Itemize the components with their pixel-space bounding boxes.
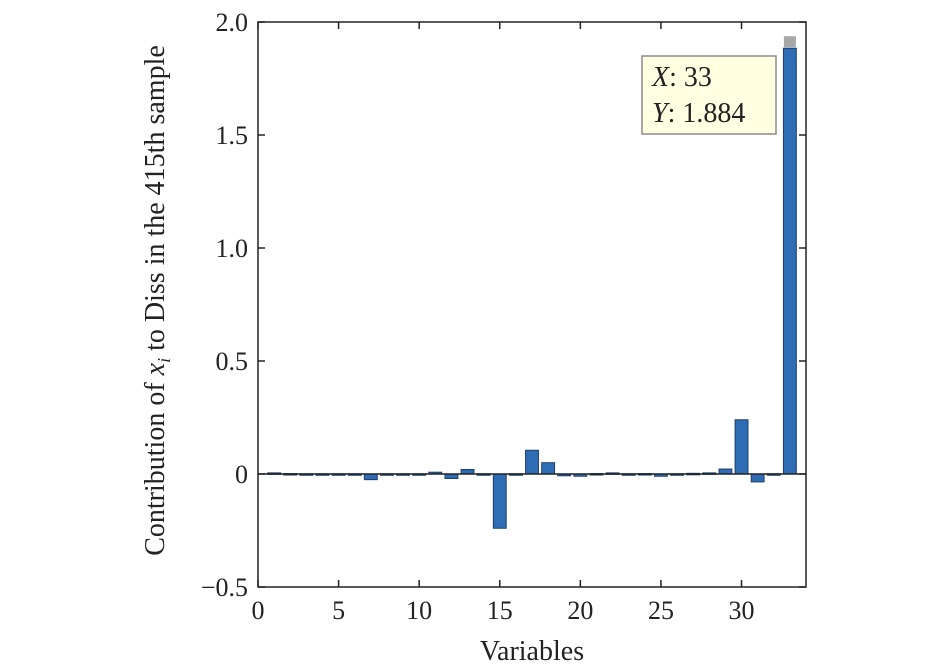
y-tick-label-0: 0	[235, 460, 248, 489]
datatip-marker	[783, 36, 796, 48]
x-tick-label-5: 5	[332, 596, 345, 625]
x-tick-label-25: 25	[648, 596, 674, 625]
datatip-x-label: X: 33	[651, 62, 712, 93]
bar-30[interactable]	[734, 419, 749, 475]
y-axis-title: Contribution of xi to Diss in the 415th …	[140, 45, 174, 556]
y-tick-label-0.5: 0.5	[216, 347, 249, 376]
x-tick-label-0: 0	[252, 596, 265, 625]
x-tick-label-10: 10	[406, 596, 432, 625]
x-tick-label-15: 15	[487, 596, 513, 625]
datatip-y-label: Y: 1.884	[652, 98, 745, 129]
datatip-x-name: X	[651, 62, 670, 93]
y-tick-label-2: 2.0	[216, 8, 249, 37]
plot-frame	[257, 21, 807, 588]
x-axis-title: Variables	[480, 636, 584, 667]
bar-33[interactable]	[782, 47, 797, 475]
bar-31[interactable]	[750, 473, 765, 483]
x-tick-label-30: 30	[729, 596, 755, 625]
y-tick-label-1: 1.0	[216, 234, 249, 263]
x-tick-label-20: 20	[567, 596, 593, 625]
bar-17[interactable]	[525, 449, 539, 475]
datatip-y-name: Y	[652, 98, 671, 129]
y-tick-label--0.5: −0.5	[201, 573, 248, 602]
bar-7[interactable]	[363, 473, 378, 481]
y-tick-label-1.5: 1.5	[216, 121, 249, 150]
y-axis-title-after: to Diss in the 415th sample	[140, 45, 171, 358]
bar-18[interactable]	[541, 462, 556, 475]
bar-15[interactable]	[492, 473, 507, 529]
datatip-x-value: : 33	[669, 62, 712, 93]
y-axis-title-before: Contribution of	[140, 375, 171, 555]
ticks-group: 0 5 10 15 20 25 30−0.500.51.01.52.0	[201, 8, 806, 625]
y-axis-title-var: x	[140, 362, 171, 376]
datatip-box	[641, 55, 777, 135]
y-axis-title-sub: i	[154, 358, 174, 363]
datatip[interactable]: X: 33 Y: 1.884	[641, 55, 777, 135]
datatip-y-value: : 1.884	[668, 98, 746, 129]
